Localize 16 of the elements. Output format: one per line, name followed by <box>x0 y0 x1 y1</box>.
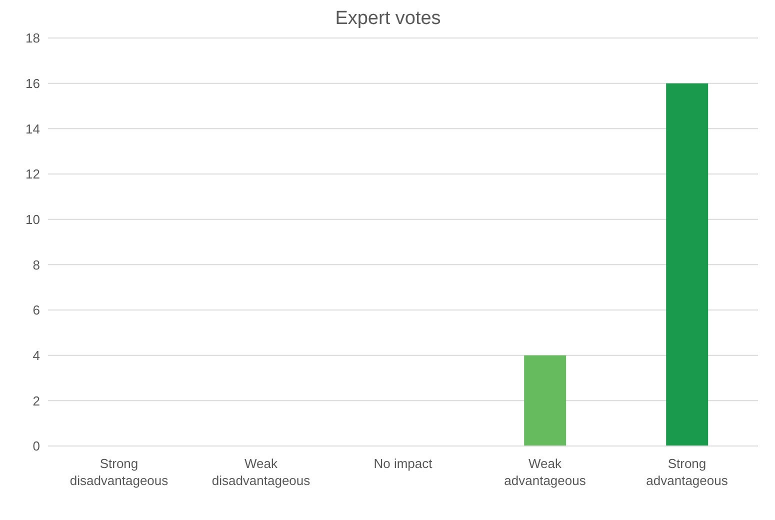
x-tick-label: Strong disadvantageous <box>70 456 169 488</box>
y-tick-label: 0 <box>32 438 40 454</box>
x-tick-label: Strong advantageous <box>646 456 728 488</box>
y-tick-label: 10 <box>26 212 40 227</box>
y-tick-label: 16 <box>26 76 40 91</box>
y-tick-label: 4 <box>32 348 40 363</box>
y-tick-label: 18 <box>26 30 40 46</box>
y-tick-label: 12 <box>26 166 40 182</box>
y-tick-label: 6 <box>32 302 40 318</box>
x-tick-label: No impact <box>374 456 433 471</box>
x-tick-label: Weak advantageous <box>504 456 586 488</box>
x-tick-label: Weak disadvantageous <box>212 456 311 488</box>
y-tick-label: 8 <box>32 257 40 272</box>
chart-title: Expert votes <box>334 8 442 30</box>
y-tick-label: 2 <box>32 393 40 408</box>
y-tick-label: 14 <box>26 121 40 136</box>
